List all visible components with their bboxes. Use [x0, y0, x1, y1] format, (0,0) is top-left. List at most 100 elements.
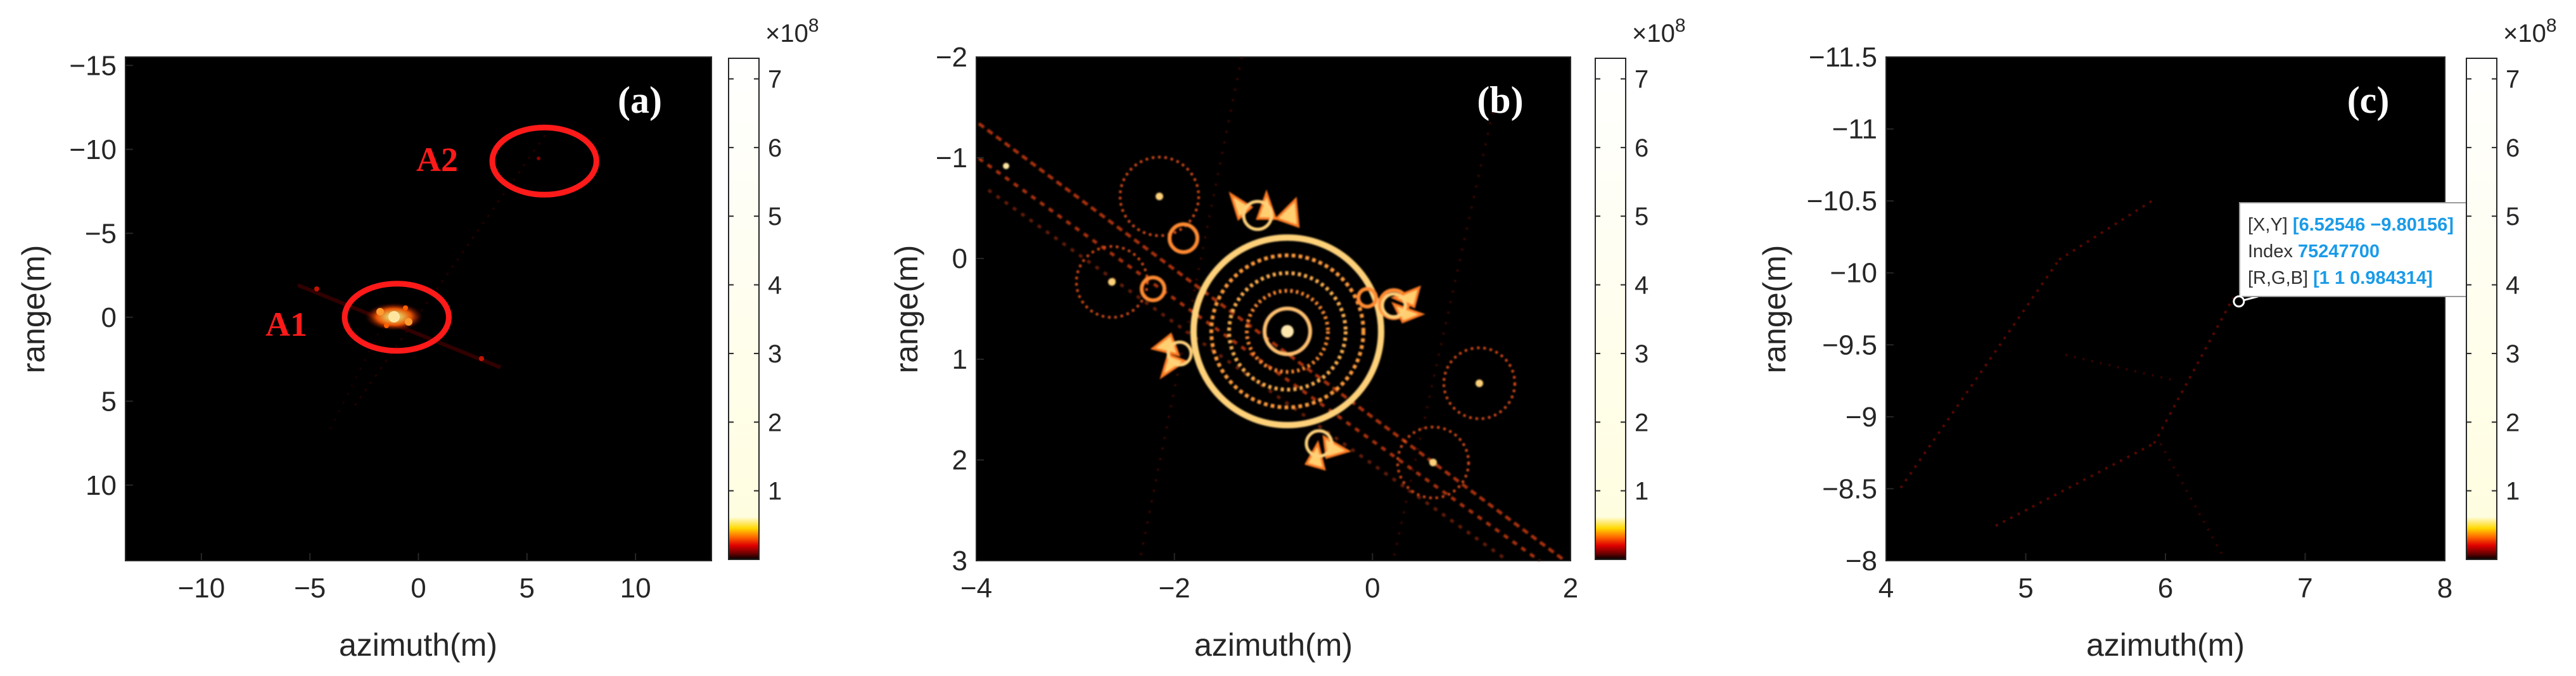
panel-b-label: (b) — [1477, 79, 1523, 121]
panel-c-x-ticks: 4 5 6 7 8 — [1878, 553, 2452, 604]
panel-a-scatter-texture — [296, 126, 552, 431]
panel-b-xtick-label: 2 — [1563, 573, 1578, 604]
panel-c-ytick-label: −10 — [1830, 258, 1877, 289]
panel-b-colorbar: 1 2 3 4 5 6 7 ×108 — [1595, 15, 1686, 560]
panel-b-y-ticks: −2 −1 0 1 2 3 — [936, 42, 984, 577]
panel-b-plot-area — [976, 57, 1571, 561]
panel-b-ytick-label: 0 — [952, 243, 967, 274]
panel-c-cbtick-label: 6 — [2506, 134, 2520, 162]
datatip-xy-row: [X,Y] [6.52546 −9.80156] — [2248, 215, 2454, 235]
panel-a-cbtick-label: 1 — [768, 478, 782, 506]
panel-c-colorbar-ticks: 1 2 3 4 5 6 7 — [2466, 66, 2520, 506]
panel-b-colorbar-gradient — [1595, 58, 1626, 560]
panel-a-colorbar-gradient — [728, 58, 760, 560]
panel-c-y-ticks: −11.5 −11 −10.5 −10 −9.5 −9 −8.5 −8 — [1807, 42, 1894, 577]
datatip-box — [2239, 202, 2484, 297]
panel-b-ytick-label: −1 — [936, 143, 967, 174]
annotation-a1-ellipse — [341, 281, 452, 354]
annotation-a1-label: A1 — [265, 305, 307, 343]
panel-a-colorbar-ticks: 1 2 3 4 5 6 7 — [729, 66, 782, 506]
panel-a-cbtick-label: 6 — [768, 134, 782, 162]
panel-c-plot-area — [1886, 57, 2445, 561]
panel-a-ytick-label: 10 — [86, 470, 117, 501]
datatip-index-row: Index 75247700 — [2248, 241, 2380, 262]
panel-c-cbtick-label: 4 — [2506, 272, 2520, 300]
panel-a-ytick-label: 0 — [101, 302, 117, 333]
panel-a-cbtick-label: 4 — [768, 272, 782, 300]
panel-c-colorbar: 1 2 3 4 5 6 7 ×108 — [2466, 15, 2557, 560]
panel-c-xtick-label: 7 — [2297, 573, 2312, 604]
panel-c-ytick-label: −10.5 — [1807, 186, 1877, 217]
panel-a-colorbar: 1 2 3 4 5 6 7 ×108 — [728, 15, 819, 560]
panel-a-cbtick-label: 3 — [768, 340, 782, 368]
panel-c-xtick-label: 4 — [1878, 573, 1894, 604]
panel-b-axes-frame — [976, 56, 1571, 561]
panel-a-cbtick-label: 2 — [768, 409, 782, 437]
datatip-marker[interactable] — [2233, 295, 2245, 308]
panel-c-colorbar-gradient — [2466, 58, 2497, 560]
panel-b-cbtick-label: 7 — [1635, 66, 1648, 94]
panel-b-ytick-label: −2 — [936, 42, 967, 73]
panel-c-ytick-label: −8.5 — [1822, 473, 1877, 504]
panel-c-xlabel: azimuth(m) — [2086, 627, 2245, 663]
panel-b-x-ticks: −4 −2 0 2 — [960, 553, 1578, 604]
panel-a-ytick-label: −5 — [85, 218, 117, 249]
panel-a-xtick-label: 5 — [520, 573, 535, 604]
panel-b-ytick-label: 1 — [952, 344, 967, 375]
panel-c-ylabel: range(m) — [1757, 245, 1792, 374]
panel-c-cbtick-label: 1 — [2506, 478, 2520, 506]
panel-b-xtick-label: 0 — [1365, 573, 1380, 604]
panel-b-ylabel: range(m) — [889, 245, 924, 374]
panel-a-label: (a) — [618, 79, 662, 121]
panel-a: −10 −5 0 5 10 −15 −10 −5 0 5 10 azimuth(m) range(… — [16, 15, 819, 663]
panel-c-cbtick-label: 5 — [2506, 203, 2520, 231]
datatip-rgb-row: [R,G,B] [1 1 0.984314] — [2248, 268, 2433, 288]
panel-c-ytick-label: −8 — [1846, 545, 1877, 577]
panel-b-ytick-label: 2 — [952, 445, 967, 476]
panel-a-xtick-label: −10 — [178, 573, 226, 604]
panel-a-xtick-label: 10 — [620, 573, 651, 604]
panel-a-y-ticks: −15 −10 −5 0 5 10 — [69, 50, 133, 501]
annotation-a2-ellipse — [489, 124, 599, 198]
panel-b-xtick-label: −4 — [960, 573, 992, 604]
panel-b-xlabel: azimuth(m) — [1194, 627, 1353, 663]
panel-c-xtick-label: 8 — [2437, 573, 2452, 604]
panel-b-target-image — [978, 56, 1566, 563]
panel-a-xtick-label: 0 — [411, 573, 426, 604]
panel-b-xtick-label: −2 — [1159, 573, 1190, 604]
panel-a-cbtick-label: 5 — [768, 203, 782, 231]
annotation-a2-label: A2 — [416, 141, 458, 179]
panel-a-x-ticks: −10 −5 0 5 10 — [178, 553, 651, 604]
panel-b-cbtick-label: 1 — [1635, 478, 1648, 506]
panel-a-ytick-label: 5 — [101, 386, 117, 417]
panel-b-cbtick-label: 6 — [1635, 134, 1648, 162]
panel-c-cbtick-label: 7 — [2506, 66, 2520, 94]
datatip[interactable]: [X,Y] [6.52546 −9.80156] Index 75247700 … — [2233, 202, 2484, 308]
panel-c-cbtick-label: 3 — [2506, 340, 2520, 368]
panel-b-cbtick-label: 2 — [1635, 409, 1648, 437]
panel-c-xtick-label: 5 — [2018, 573, 2033, 604]
panel-c-ytick-label: −9 — [1846, 402, 1877, 433]
panel-b-cbtick-label: 3 — [1635, 340, 1648, 368]
panel-c-colorbar-exponent: ×108 — [2503, 15, 2557, 48]
panel-b-cbtick-label: 5 — [1635, 203, 1648, 231]
panel-a-colorbar-exponent: ×108 — [765, 15, 819, 48]
panel-a-plot-area — [125, 57, 711, 561]
panel-c-xtick-label: 6 — [2158, 573, 2173, 604]
panel-a-cbtick-label: 7 — [768, 66, 782, 94]
panel-c-scatter-texture — [1899, 198, 2235, 558]
panel-c: 4 5 6 7 8 −11.5 −11 −10.5 −10 −9.5 −9 −8.5 −8 azimu… — [1757, 15, 2557, 663]
panel-a-ylabel: range(m) — [16, 245, 51, 374]
panel-c-ytick-label: −11.5 — [1809, 42, 1877, 73]
panel-b-ytick-label: 3 — [952, 545, 967, 577]
panel-c-ytick-label: −11 — [1832, 114, 1877, 145]
panel-c-label: (c) — [2347, 79, 2390, 121]
panel-a-xlabel: azimuth(m) — [339, 627, 497, 663]
panel-b-colorbar-ticks: 1 2 3 4 5 6 7 — [1595, 66, 1648, 506]
panel-a-xtick-label: −5 — [294, 573, 326, 604]
panel-b-cbtick-label: 4 — [1635, 272, 1648, 300]
panel-a-ytick-label: −15 — [69, 50, 117, 81]
panel-c-ytick-label: −9.5 — [1822, 329, 1877, 360]
